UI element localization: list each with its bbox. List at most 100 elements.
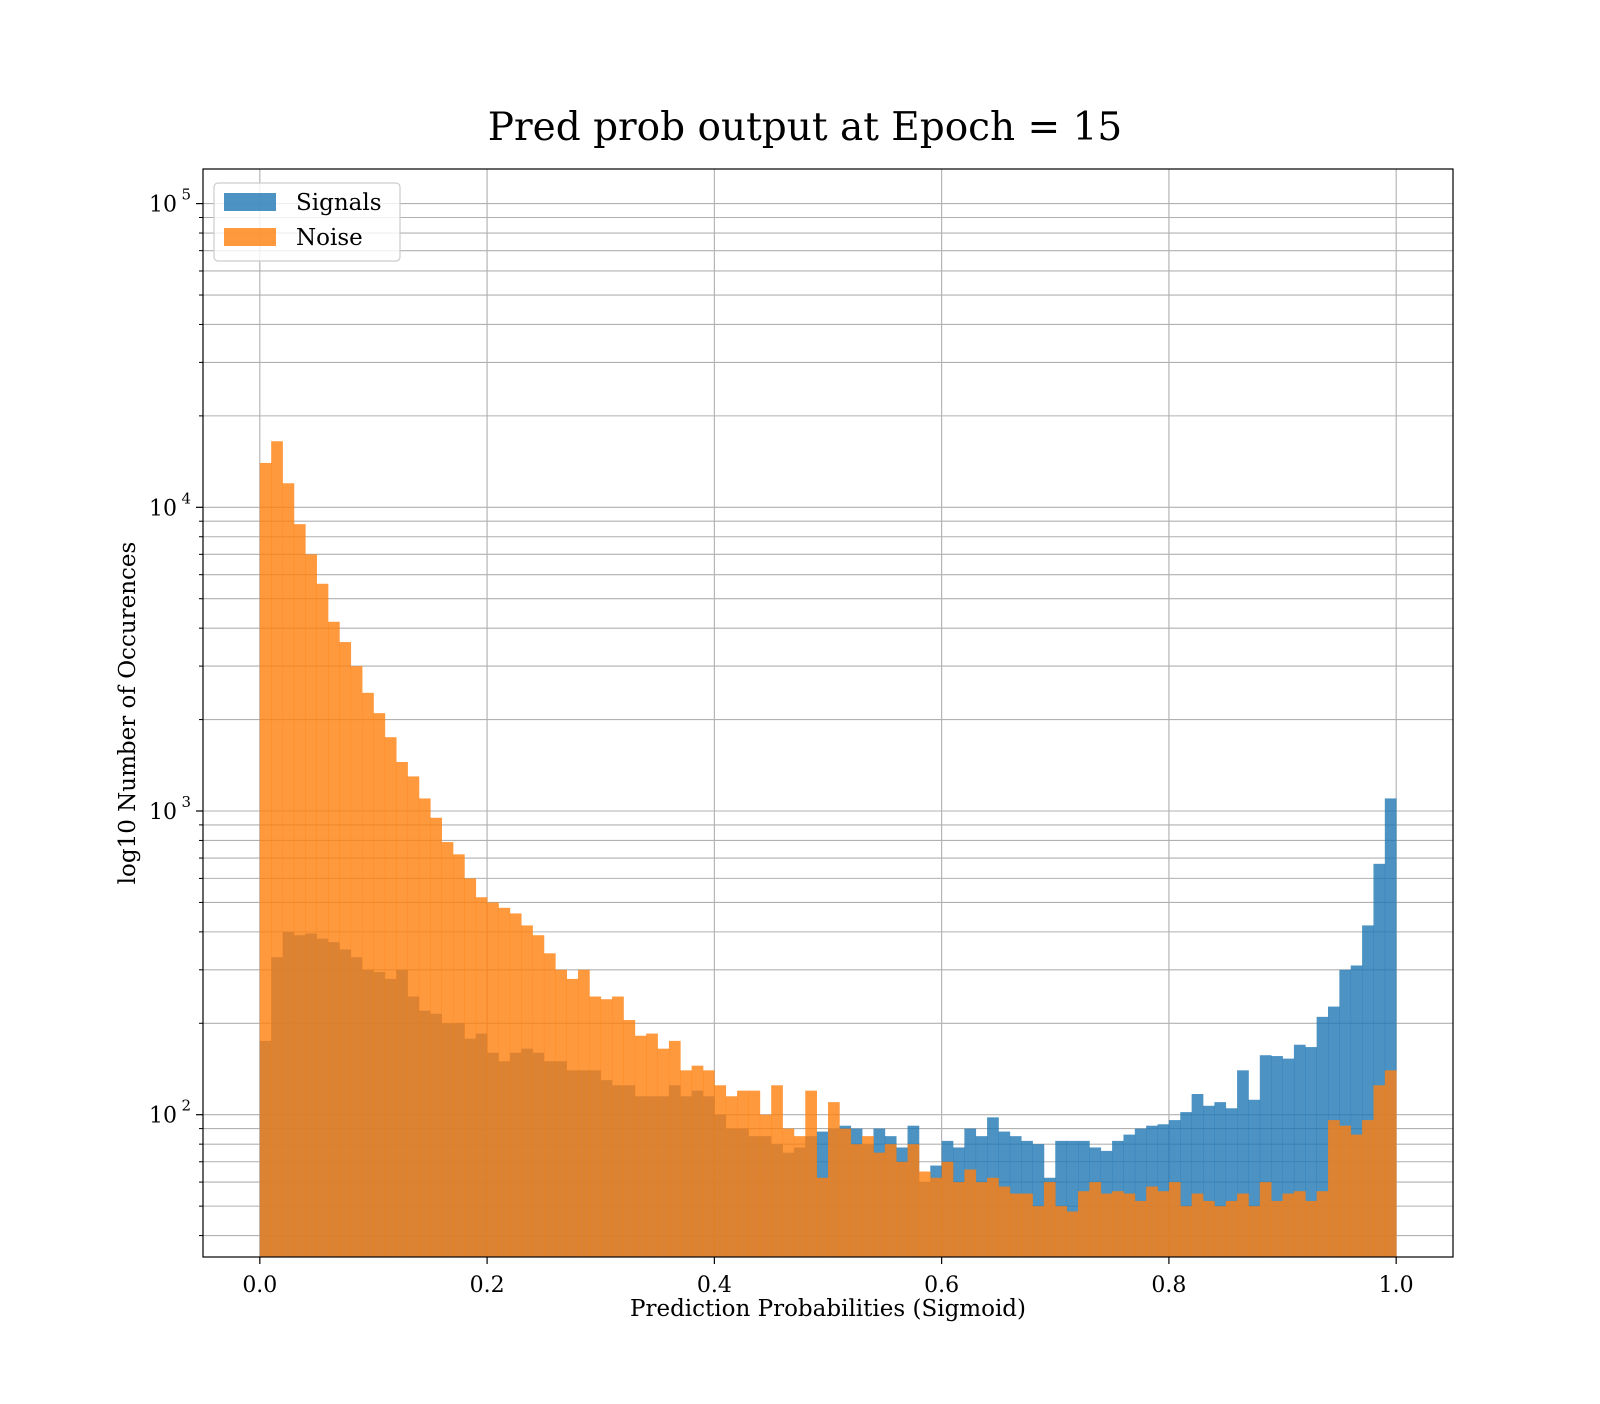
histogram-bar [589,996,602,1257]
histogram-bar [1225,1200,1238,1257]
histogram-bar [532,935,545,1257]
histogram-bar [1282,1193,1295,1257]
histogram-bar [714,1085,727,1257]
histogram-bar [1384,1070,1397,1257]
histogram-bar [464,878,477,1257]
histogram-bar [884,1144,897,1257]
histogram-bar [691,1065,704,1257]
histogram-bar [896,1161,908,1257]
histogram-bar [1134,1128,1147,1257]
histogram-bar [1203,1200,1215,1257]
histogram-bar [646,1033,658,1257]
histogram-bar [328,621,340,1257]
histogram-bar [1248,1099,1261,1257]
histogram-bar [1078,1191,1090,1257]
histogram-bar [339,642,352,1257]
histogram-bar [566,978,579,1257]
histogram-bar [793,1136,806,1257]
histogram-bar [1384,798,1397,1257]
histogram-bar [543,953,556,1257]
histogram-bar [1316,1016,1329,1257]
histogram-bar [1043,1182,1056,1257]
histogram-bar [600,999,613,1257]
histogram-bar [623,1020,636,1257]
histogram-bar [293,524,306,1257]
histogram-bar [1191,1193,1204,1257]
histogram-bar [1134,1200,1147,1257]
histogram-bar [748,1090,761,1257]
histogram-bar [259,462,272,1257]
histogram-bar [1271,1056,1283,1257]
histogram-bar [873,1152,886,1257]
histogram-bar [305,554,317,1257]
histogram-bar [1191,1094,1204,1257]
y-tick-label: 10 [149,1104,177,1129]
histogram-bar [1100,1193,1113,1257]
histogram-bar [918,1171,931,1257]
histogram-bar [998,1186,1011,1257]
histogram-bar [1305,1047,1317,1257]
histogram-bar [521,925,533,1257]
histogram-bar [1021,1193,1033,1257]
histogram-bar [1293,1191,1306,1257]
histogram-bar [657,1048,670,1257]
histogram-bar [509,913,522,1257]
histogram-bar [1214,1206,1227,1257]
histogram-bar [1066,1211,1079,1257]
histogram-bar [578,969,590,1257]
histogram-bar [1203,1105,1215,1257]
histogram-bar [1259,1055,1272,1257]
y-tick-exponent: 2 [181,1097,191,1115]
histogram-bar [1066,1140,1079,1257]
histogram-bar [680,1070,692,1257]
x-tick-label: 0.4 [697,1273,732,1298]
histogram-bar [975,1182,988,1257]
histogram-bar [1339,969,1352,1257]
histogram-bar [271,441,283,1257]
histogram-bar [1271,1200,1283,1257]
histogram-bar [805,1090,817,1257]
histogram-bar [384,737,397,1257]
histogram-bar [1112,1191,1124,1257]
histogram-bar [1350,965,1363,1257]
histogram-bar [987,1177,999,1257]
histogram-bar [362,692,374,1257]
histogram-bar [1373,863,1386,1257]
y-tick-exponent: 5 [181,186,191,204]
bars-layer [259,441,1397,1257]
x-axis-label: Prediction Probabilities (Sigmoid) [630,1296,1026,1322]
histogram-bar [1180,1112,1192,1257]
histogram-bar [498,907,511,1257]
histogram-bar [634,1035,647,1257]
histogram-bar [555,969,567,1257]
histogram-bar [612,996,624,1257]
histogram-bar [1157,1124,1170,1257]
legend: Signals Noise [213,182,401,262]
histogram-bar [725,1096,738,1257]
histogram-bar [1316,1191,1329,1257]
x-tick-label: 1.0 [1379,1273,1414,1298]
histogram-bar [1259,1182,1272,1257]
series-noise [259,441,1397,1257]
x-tick-label: 0.6 [924,1273,959,1298]
legend-label-noise: Noise [296,225,363,251]
histogram-bar [1146,1186,1158,1257]
legend-label-signals: Signals [296,190,382,216]
histogram-bar [782,1128,795,1257]
histogram-bar [1328,1120,1340,1257]
histogram-bar [487,902,499,1257]
histogram-bar [430,817,442,1257]
histogram-bar [1362,1120,1374,1257]
histogram-bar [1157,1191,1170,1257]
histogram-bar [828,1102,840,1257]
y-tick-label: 10 [149,800,177,825]
histogram-bar [1214,1102,1227,1257]
legend-swatch-signals [224,193,276,211]
plot-frame [202,168,1454,1258]
y-tick-label: 10 [149,496,177,521]
histogram-bar [1009,1193,1022,1257]
y-axis-label: log10 Number of Occurences [115,542,141,885]
